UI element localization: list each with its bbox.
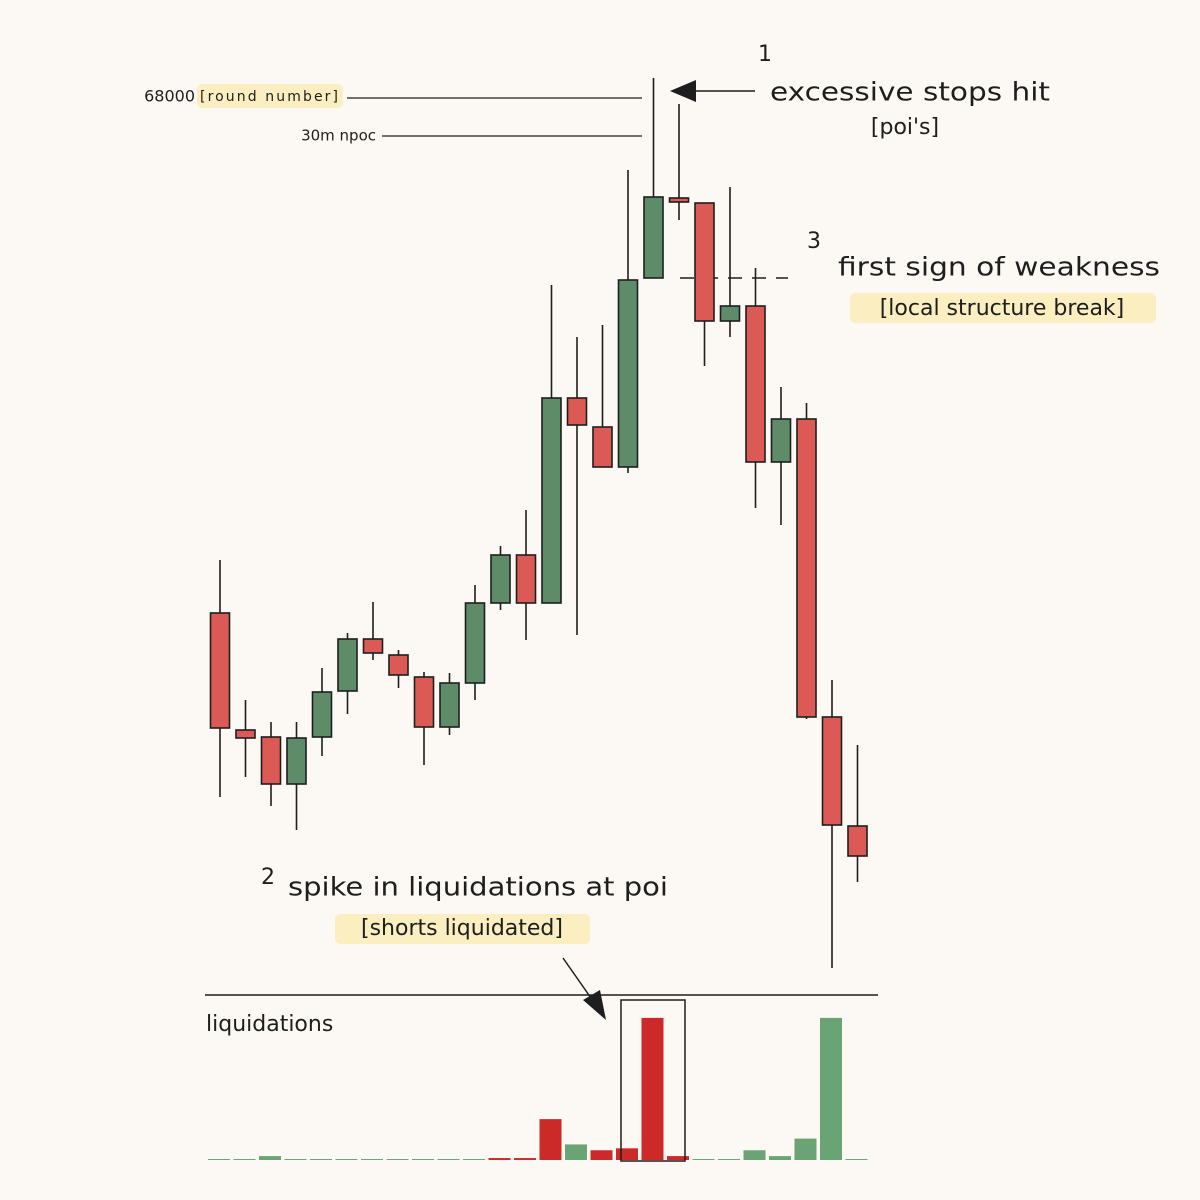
reference-tag: [round number] xyxy=(200,89,338,105)
liquidation-bar xyxy=(590,1150,613,1160)
liquidation-bar xyxy=(335,1159,358,1160)
liquidation-bars xyxy=(208,1017,868,1160)
reference-label: 30m npoc xyxy=(301,127,376,145)
liquidation-bar xyxy=(386,1159,409,1160)
liquidation-bar xyxy=(616,1148,638,1160)
candle-body xyxy=(209,612,231,729)
candle-body xyxy=(796,418,817,718)
annotation-number: 2 xyxy=(261,865,275,890)
candle-body xyxy=(515,554,537,604)
highlight xyxy=(197,84,343,108)
candle-body xyxy=(694,202,715,322)
liquidation-bar xyxy=(488,1158,511,1160)
liquidation-bar xyxy=(233,1159,256,1160)
liquidation-bar xyxy=(692,1159,715,1160)
liquidation-bar xyxy=(743,1150,766,1160)
highlight-box xyxy=(620,999,686,1162)
arrow-head xyxy=(670,80,696,102)
candle-body xyxy=(311,691,333,738)
candle-body xyxy=(847,825,868,857)
annotation-text: first sign of weakness xyxy=(838,253,1160,283)
liquidation-bar xyxy=(463,1159,485,1160)
liquidation-bar xyxy=(259,1156,281,1160)
highlight xyxy=(335,914,590,944)
liquidation-bar xyxy=(641,1017,664,1160)
arrow-head xyxy=(583,990,606,1020)
annotation-tag: [poi's] xyxy=(871,115,939,140)
liquidation-bar xyxy=(565,1144,587,1160)
annotation-number: 3 xyxy=(807,229,821,254)
reference-value: 68000 xyxy=(144,87,195,106)
candle-body xyxy=(286,737,307,785)
liquidation-bar xyxy=(514,1158,536,1160)
panel-title: liquidations xyxy=(206,1012,333,1037)
candle-body xyxy=(260,736,282,785)
annotation-text: spike in liquidations at poi xyxy=(288,873,668,903)
annotation-number: 1 xyxy=(758,42,772,67)
liquidation-bar xyxy=(820,1017,842,1160)
labels: liquidations 68000 [round number] 30m npoc 1… xyxy=(144,42,1160,1037)
candle-body xyxy=(490,554,511,604)
liquidation-bar xyxy=(437,1159,460,1160)
candle-body xyxy=(541,397,562,604)
liquidation-bar xyxy=(361,1159,383,1160)
candle-body xyxy=(592,426,613,468)
candle-body xyxy=(388,654,409,676)
liquidation-bar xyxy=(208,1159,230,1160)
candle-body xyxy=(745,305,766,463)
liquidation-bar xyxy=(284,1159,307,1160)
liquidation-bar xyxy=(667,1156,689,1160)
candle-body xyxy=(643,196,664,279)
candle-body xyxy=(362,638,384,654)
candle-body xyxy=(566,397,588,426)
candle-body xyxy=(337,638,358,692)
candle-body xyxy=(617,279,639,468)
candle-body xyxy=(719,305,741,322)
candle-body xyxy=(413,676,435,728)
liquidation-bar xyxy=(539,1119,562,1160)
liquidation-bar xyxy=(794,1138,817,1160)
annotation-tag: [shorts liquidated] xyxy=(361,916,563,941)
candle-body xyxy=(235,729,256,739)
liquidation-bar xyxy=(718,1159,740,1160)
annotation-text: excessive stops hit xyxy=(770,78,1050,108)
annotation-tag: [local structure break] xyxy=(880,296,1125,321)
candle-body xyxy=(439,682,460,728)
candle-body xyxy=(821,716,843,826)
candles xyxy=(209,78,868,968)
highlight xyxy=(850,293,1156,323)
liquidation-bar xyxy=(769,1156,791,1160)
candle-body xyxy=(464,602,486,684)
candle-body xyxy=(668,197,690,203)
liquidation-bar xyxy=(412,1159,434,1160)
candle-body xyxy=(770,418,792,463)
liquidation-bar xyxy=(310,1159,332,1160)
liquidation-bar xyxy=(845,1159,868,1160)
